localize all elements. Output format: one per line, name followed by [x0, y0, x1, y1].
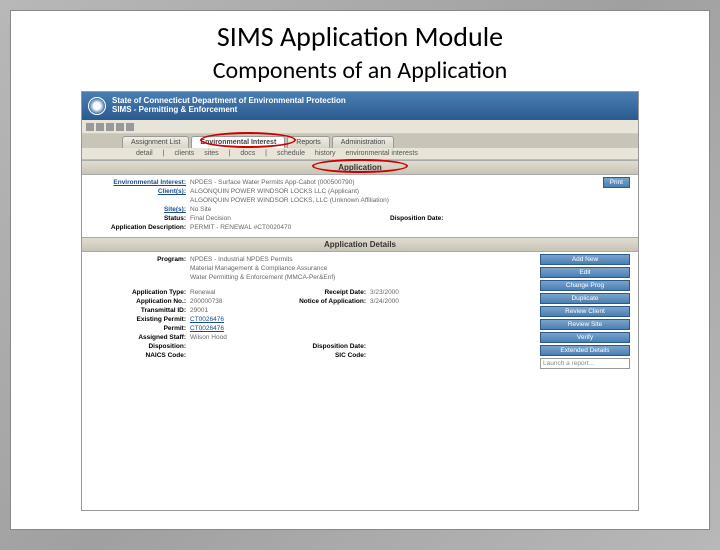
review-client-button[interactable]: Review Client — [540, 306, 630, 317]
subtab-detail[interactable]: detail — [136, 150, 153, 157]
tab-reports[interactable]: Reports — [287, 136, 330, 148]
program-label: Program: — [90, 256, 190, 263]
review-site-button[interactable]: Review Site — [540, 319, 630, 330]
toolbar-icon[interactable] — [116, 123, 124, 131]
main-tabs: Assignment List Environmental Interest R… — [82, 134, 638, 148]
verify-button[interactable]: Verify — [540, 332, 630, 343]
section-application: Application — [82, 160, 638, 175]
clients-value1: ALGONQUIN POWER WINDSOR LOCKS LLC (Appli… — [190, 188, 630, 195]
extended-details-button[interactable]: Extended Details — [540, 345, 630, 356]
print-button[interactable]: Print — [603, 177, 630, 188]
separator: | — [229, 150, 231, 157]
clients-value2: ALGONQUIN POWER WINDSOR LOCKS, LLC (Unkn… — [190, 197, 630, 204]
existing-label: Existing Permit: — [90, 316, 190, 323]
appno-label: Application No.: — [90, 298, 190, 305]
slide-title: SIMS Application Module — [11, 11, 709, 54]
status-label: Status: — [90, 215, 190, 222]
screenshot-frame: State of Connecticut Department of Envir… — [81, 91, 639, 511]
receipt-label: Receipt Date: — [290, 289, 370, 296]
application-content: Print Environmental Interest: NPDES - Su… — [82, 175, 638, 237]
trans-label: Transmittal ID: — [90, 307, 190, 314]
subtab-clients[interactable]: clients — [174, 150, 194, 157]
toolbar-icon[interactable] — [96, 123, 104, 131]
sic-label: SIC Code: — [290, 352, 370, 359]
desc-label: Application Description: — [90, 224, 190, 231]
sites-value: No Site — [190, 206, 630, 213]
report-dropdown[interactable]: Launch a report... — [540, 358, 630, 369]
envint-label[interactable]: Environmental Interest: — [90, 179, 190, 186]
desc-value: PERMIT - RENEWAL #CT0020470 — [190, 224, 630, 231]
naics-label: NAICS Code: — [90, 352, 190, 359]
header-line2: SIMS - Permitting & Enforcement — [112, 106, 346, 115]
toolbar-icon[interactable] — [126, 123, 134, 131]
separator: | — [163, 150, 165, 157]
sites-label[interactable]: Site(s): — [90, 206, 190, 213]
disp-date-label2: Disposition Date: — [290, 343, 370, 350]
sub-tabs: detail | clients sites | docs | schedule… — [82, 148, 638, 160]
tab-environmental-interest[interactable]: Environmental Interest — [191, 136, 285, 148]
state-seal-icon — [88, 97, 106, 115]
apptype-value: Renewal — [190, 289, 290, 296]
subtab-envint[interactable]: environmental interests — [346, 150, 418, 157]
receipt-value: 3/23/2000 — [370, 289, 630, 296]
app-header: State of Connecticut Department of Envir… — [82, 92, 638, 120]
noa-label: Notice of Application: — [290, 298, 370, 305]
add-new-button[interactable]: Add New — [540, 254, 630, 265]
section-application-label: Application — [338, 163, 382, 172]
section-appdetails: Application Details — [82, 237, 638, 252]
header-titles: State of Connecticut Department of Envir… — [112, 97, 346, 115]
clients-label[interactable]: Client(s): — [90, 188, 190, 195]
tab-administration[interactable]: Administration — [332, 136, 394, 148]
staff-label: Assigned Staff: — [90, 334, 190, 341]
separator: | — [265, 150, 267, 157]
tab-assignment-list[interactable]: Assignment List — [122, 136, 189, 148]
toolbar-icon[interactable] — [106, 123, 114, 131]
disp-date-label: Disposition Date: — [390, 215, 443, 222]
subtab-sites[interactable]: sites — [204, 150, 218, 157]
permit-label: Permit: — [90, 325, 190, 332]
subtab-docs[interactable]: docs — [240, 150, 255, 157]
subtab-history[interactable]: history — [315, 150, 336, 157]
edit-button[interactable]: Edit — [540, 267, 630, 278]
subtab-schedule[interactable]: schedule — [277, 150, 305, 157]
details-content: Add New Edit Change Prog Duplicate Revie… — [82, 252, 638, 432]
apptype-label: Application Type: — [90, 289, 190, 296]
slide-container: SIMS Application Module Components of an… — [10, 10, 710, 530]
appno-value: 200000738 — [190, 298, 290, 305]
slide-subtitle: Components of an Application — [11, 56, 709, 85]
toolbar — [82, 120, 638, 134]
disp-label: Disposition: — [90, 343, 190, 350]
toolbar-icon[interactable] — [86, 123, 94, 131]
envint-value: NPDES - Surface Water Permits App-Cabot … — [190, 179, 630, 186]
